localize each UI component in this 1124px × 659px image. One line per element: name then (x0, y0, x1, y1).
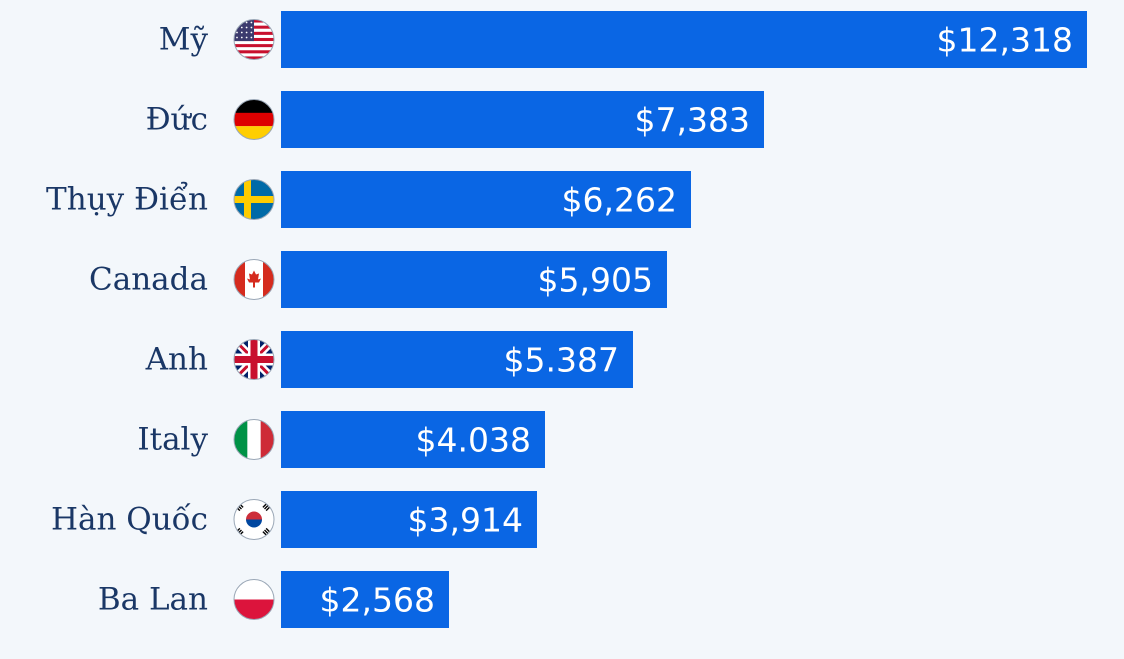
germany-flag-icon (233, 99, 275, 140)
bar (281, 171, 691, 228)
value-label: $6,262 (562, 181, 677, 220)
category-label: Mỹ (159, 22, 209, 58)
value-label: $5,905 (538, 261, 653, 300)
bar-row: Đức $7,383 (146, 91, 764, 148)
category-label: Anh (145, 342, 208, 378)
bar-row: Italy $4.038 (137, 411, 545, 468)
bar (281, 571, 449, 628)
category-label: Italy (137, 422, 208, 458)
uk-flag-icon (233, 339, 275, 380)
bar-row: Canada $5,905 (89, 251, 667, 308)
bar (281, 331, 633, 388)
bar (281, 11, 1087, 68)
bar (281, 251, 667, 308)
bar-row: Anh $5.387 (145, 331, 633, 388)
bar-row: Mỹ $12,318 (159, 11, 1087, 68)
bar (281, 91, 764, 148)
poland-flag-icon (233, 579, 275, 620)
bars: Mỹ $12,318 Đức $7,383 Thụy Điển $6,262 Canada $… (46, 11, 1087, 628)
value-label: $4.038 (416, 421, 531, 460)
bar-row: Thụy Điển $6,262 (46, 171, 691, 228)
bar (281, 411, 545, 468)
category-label: Đức (146, 102, 208, 138)
value-label: $7,383 (635, 101, 750, 140)
category-label: Hàn Quốc (51, 502, 208, 538)
value-label: $12,318 (937, 21, 1073, 60)
bar (281, 491, 537, 548)
canada-flag-icon (233, 259, 275, 300)
us-flag-icon (233, 19, 275, 60)
bar-row: Hàn Quốc $3,914 (51, 491, 537, 548)
italy-flag-icon (233, 419, 275, 460)
value-label: $2,568 (320, 581, 435, 620)
korea-flag-icon (233, 499, 275, 540)
category-label: Ba Lan (98, 582, 208, 618)
category-label: Canada (89, 262, 208, 298)
category-label: Thụy Điển (46, 181, 208, 218)
sweden-flag-icon (233, 179, 275, 220)
value-label: $3,914 (408, 501, 523, 540)
value-label: $5.387 (504, 341, 619, 380)
bar-row: Ba Lan $2,568 (98, 571, 449, 628)
